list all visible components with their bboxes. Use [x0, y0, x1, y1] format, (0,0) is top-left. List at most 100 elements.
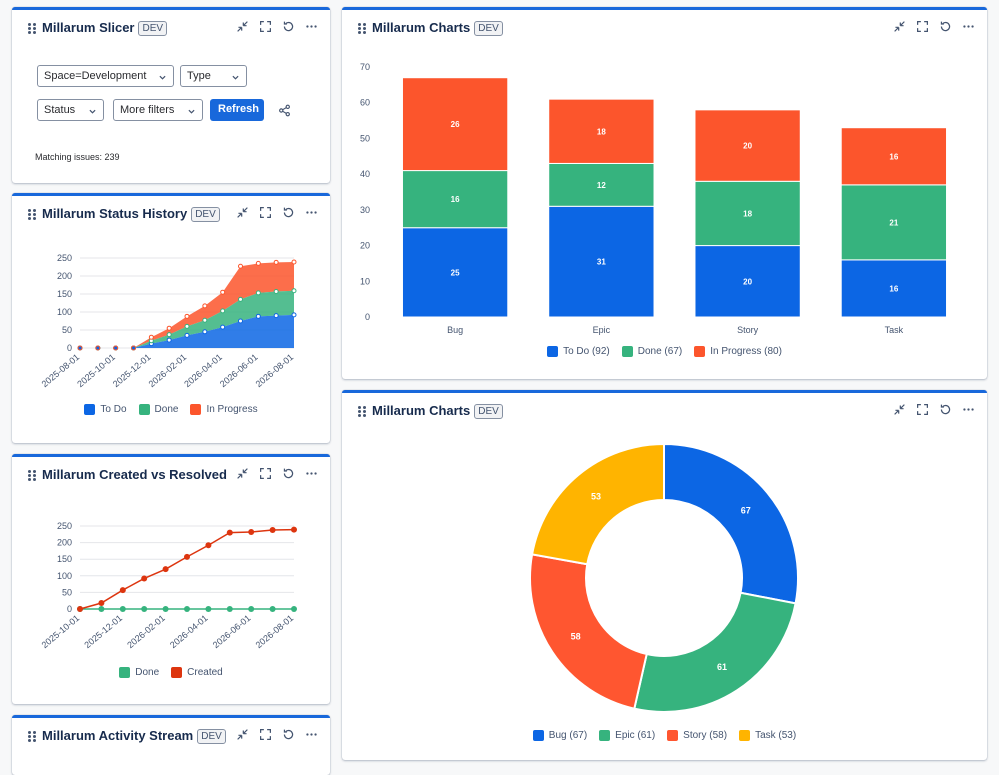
refresh-icon[interactable]: [939, 20, 952, 33]
refresh-button[interactable]: Refresh: [210, 99, 264, 121]
more-icon[interactable]: [305, 728, 318, 741]
data-point: [77, 345, 83, 351]
y-tick-label: 100: [57, 307, 72, 317]
legend-item-bug[interactable]: Bug (67): [532, 730, 587, 741]
more-icon[interactable]: [962, 403, 975, 416]
bar-segment: [401, 227, 509, 318]
drag-handle-icon[interactable]: [358, 406, 368, 418]
drag-handle-icon[interactable]: [28, 23, 38, 35]
y-tick-label: 150: [57, 289, 72, 299]
type-filter-select[interactable]: Type: [180, 65, 247, 87]
panel-header: Millarum Activity Stream DEV: [12, 718, 330, 752]
x-tick-label: 2026-06-01: [218, 352, 260, 389]
drag-handle-icon[interactable]: [28, 731, 38, 743]
space-filter-select[interactable]: Space=Development: [37, 65, 174, 87]
data-point: [166, 332, 172, 338]
bar-segment: [694, 245, 801, 318]
panel-actions: [236, 728, 318, 741]
bar-segment: [840, 127, 948, 186]
legend-item-created[interactable]: Created: [171, 667, 223, 678]
bar-segment: [548, 98, 655, 164]
panel-actions: [236, 206, 318, 219]
panel-title: Millarum Charts DEV: [372, 20, 503, 36]
chart-legend: To Do Done In Progress: [12, 404, 330, 415]
x-tick-label: Task: [885, 325, 904, 335]
status-filter-select[interactable]: Status: [37, 99, 104, 121]
minimize-icon[interactable]: [893, 403, 906, 416]
data-point: [184, 606, 190, 612]
share-icon[interactable]: [278, 104, 291, 117]
drag-handle-icon[interactable]: [28, 470, 38, 482]
slice-task: [530, 442, 665, 566]
data-point: [248, 528, 255, 535]
matching-issues-count: Matching issues: 239: [35, 152, 120, 162]
chevron-down-icon: [89, 109, 96, 114]
slice-story: [529, 553, 648, 710]
fullscreen-icon[interactable]: [916, 20, 929, 33]
data-point: [220, 324, 226, 330]
legend-item-task[interactable]: Task (53): [739, 730, 796, 741]
y-tick-label: 200: [57, 538, 72, 548]
minimize-icon[interactable]: [236, 728, 249, 741]
more-icon[interactable]: [305, 20, 318, 33]
y-tick-label: 0: [365, 312, 370, 322]
bar-segment: [401, 77, 509, 172]
panel-actions: [236, 467, 318, 480]
data-label: 16: [889, 284, 898, 293]
refresh-icon[interactable]: [282, 206, 295, 219]
data-point: [77, 606, 83, 612]
chevron-down-icon: [159, 75, 166, 80]
more-filters-select[interactable]: More filters: [113, 99, 203, 121]
data-point: [166, 325, 172, 331]
created-resolved-panel: Millarum Created vs ResolvedDEV 0 50 100 15…: [12, 454, 330, 704]
data-point: [291, 259, 297, 265]
minimize-icon[interactable]: [236, 206, 249, 219]
x-tick-label: 2026-02-01: [125, 613, 167, 650]
x-tick-label: 2026-08-01: [254, 613, 296, 650]
refresh-icon[interactable]: [282, 728, 295, 741]
fullscreen-icon[interactable]: [259, 206, 272, 219]
data-point: [226, 606, 233, 612]
legend-item-story[interactable]: Story (58): [667, 730, 727, 741]
data-point: [291, 526, 297, 533]
y-tick-label: 30: [360, 205, 370, 215]
minimize-icon[interactable]: [236, 467, 249, 480]
data-point: [273, 288, 279, 294]
dev-badge: DEV: [138, 21, 168, 36]
fullscreen-icon[interactable]: [259, 20, 272, 33]
more-icon[interactable]: [305, 206, 318, 219]
panel-title: Millarum Activity Stream DEV: [42, 728, 226, 744]
status-history-chart: 0 50 100 150 200 250 2025-08-012025-10-012025-…: [40, 253, 297, 389]
legend-item-done[interactable]: Done: [119, 667, 159, 678]
fullscreen-icon[interactable]: [259, 467, 272, 480]
drag-handle-icon[interactable]: [28, 209, 38, 221]
legend-item-done[interactable]: Done (67): [621, 346, 682, 357]
legend-item-inprogress[interactable]: In Progress (80): [694, 346, 782, 357]
legend-item-inprogress[interactable]: In Progress: [190, 404, 258, 415]
legend-item-todo[interactable]: To Do (92): [547, 346, 610, 357]
y-tick-label: 10: [360, 276, 370, 286]
x-tick-label: 2025-08-01: [40, 352, 82, 389]
area-done: [80, 290, 294, 348]
data-label: 16: [451, 195, 460, 204]
bar-segment: [548, 205, 655, 318]
panel-header: Millarum Charts DEV: [342, 393, 987, 427]
x-tick-label: 2025-10-01: [40, 613, 82, 650]
refresh-icon[interactable]: [939, 403, 952, 416]
refresh-icon[interactable]: [282, 467, 295, 480]
fullscreen-icon[interactable]: [916, 403, 929, 416]
legend-item-todo[interactable]: To Do: [84, 404, 127, 415]
legend-item-epic[interactable]: Epic (61): [599, 730, 655, 741]
fullscreen-icon[interactable]: [259, 728, 272, 741]
minimize-icon[interactable]: [893, 20, 906, 33]
drag-handle-icon[interactable]: [358, 23, 368, 35]
status-filter-label: Status: [44, 104, 76, 116]
data-point: [291, 606, 297, 612]
more-icon[interactable]: [305, 467, 318, 480]
legend-item-done[interactable]: Done: [138, 404, 178, 415]
data-point: [166, 337, 172, 343]
data-point: [238, 263, 243, 269]
refresh-icon[interactable]: [282, 20, 295, 33]
minimize-icon[interactable]: [236, 20, 249, 33]
more-icon[interactable]: [962, 20, 975, 33]
